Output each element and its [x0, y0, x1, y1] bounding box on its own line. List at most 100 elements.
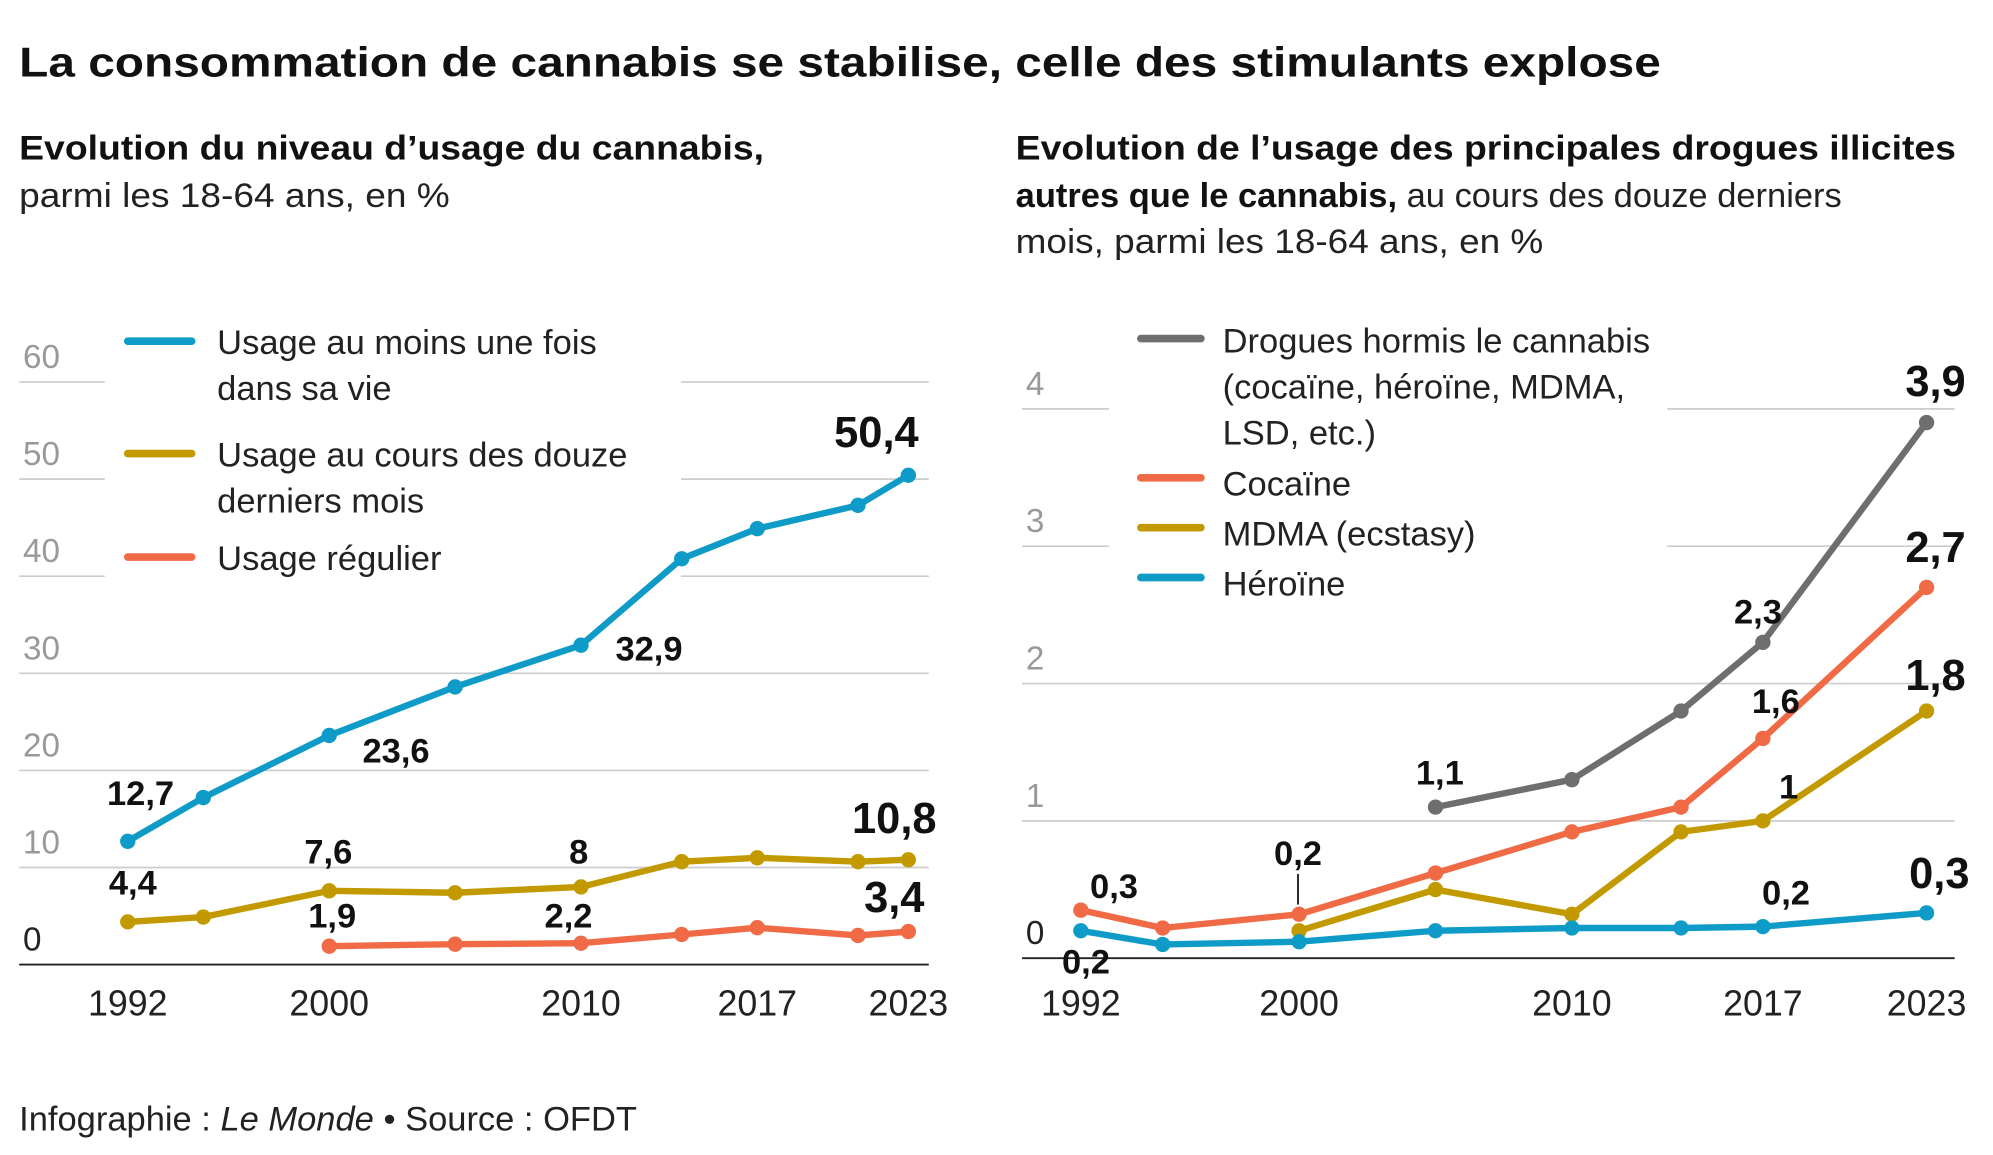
- data-point: [321, 938, 337, 954]
- data-point: [1291, 923, 1307, 939]
- y-tick-label: 30: [23, 630, 60, 667]
- data-point: [1564, 824, 1580, 840]
- data-label: 2,3: [1734, 593, 1782, 631]
- data-label: 2,7: [1905, 524, 1965, 572]
- data-point: [1073, 902, 1089, 918]
- series-line: [1077, 584, 1930, 932]
- data-label: 2,2: [545, 898, 593, 936]
- data-point: [573, 879, 589, 895]
- data-point: [1755, 918, 1771, 935]
- y-tick-label: 0: [23, 922, 41, 959]
- data-label: 12,7: [107, 775, 174, 813]
- data-label: 0,2: [1062, 944, 1110, 982]
- data-point: [674, 551, 690, 567]
- data-point: [1073, 923, 1089, 939]
- y-tick-label: 60: [23, 339, 60, 376]
- data-point: [1564, 906, 1580, 922]
- x-tick-label: 2017: [717, 984, 797, 1024]
- y-tick-label: 0: [1026, 915, 1044, 952]
- data-point: [749, 850, 765, 866]
- series-line: [326, 924, 912, 950]
- x-tick-label: 2000: [1259, 984, 1339, 1024]
- cannabis-chart: 0 10 20 30 40 50 60 1992 2000 2010 2017 2023 Usage a…: [19, 324, 948, 1024]
- data-label: 1: [1779, 769, 1798, 807]
- footer-prefix: Infographie :: [19, 1101, 220, 1139]
- data-point: [447, 885, 463, 901]
- data-point: [850, 854, 866, 870]
- data-point: [749, 920, 765, 936]
- footer-credit: Infographie : Le Monde • Source : OFDT: [19, 1101, 637, 1139]
- data-label: 0,3: [1909, 850, 1969, 898]
- series-line: [1077, 909, 1930, 948]
- data-point: [195, 909, 211, 925]
- data-label: 1,8: [1905, 652, 1965, 700]
- subtitle-bold-2: autres que le cannabis,: [1016, 177, 1397, 215]
- data-label: 23,6: [362, 733, 429, 771]
- data-point: [1755, 730, 1771, 747]
- series-2: [321, 920, 917, 954]
- data-point: [1291, 934, 1307, 950]
- data-point: [674, 854, 690, 870]
- data-point: [850, 927, 866, 944]
- y-tick-label: 1: [1026, 778, 1044, 815]
- legend-item: Drogues hormis le cannabis (cocaïne, héro…: [1137, 323, 1650, 453]
- data-label: 10,8: [852, 795, 937, 843]
- x-tick-label: 2010: [1532, 984, 1612, 1024]
- x-tick-label: 2023: [869, 984, 949, 1024]
- data-point: [850, 497, 866, 514]
- legend-label: (cocaïne, héroïne, MDMA,: [1223, 369, 1625, 407]
- data-label: 1,1: [1416, 754, 1464, 792]
- legend-label: derniers mois: [217, 482, 424, 520]
- x-tick-label: 2017: [1723, 984, 1803, 1024]
- footer-brand: Le Monde: [220, 1101, 373, 1139]
- data-point: [1564, 920, 1580, 936]
- data-label: 1,6: [1752, 683, 1800, 721]
- x-tick-label: 1992: [1041, 984, 1121, 1024]
- data-point: [447, 936, 463, 952]
- data-point: [900, 923, 917, 940]
- legend-label: MDMA (ecstasy): [1223, 516, 1476, 554]
- data-point: [1918, 579, 1935, 596]
- data-point: [573, 935, 589, 951]
- series-line: [124, 472, 912, 845]
- x-tick-label: 2010: [541, 984, 621, 1024]
- legend-item: Usage au moins une fois dans sa vie: [123, 324, 597, 408]
- y-tick-label: 50: [23, 436, 60, 473]
- data-point: [1918, 703, 1935, 719]
- legend-item: Héroïne: [1137, 565, 1346, 603]
- data-point: [447, 679, 463, 695]
- data-label: 0,2: [1274, 835, 1322, 873]
- data-point: [1673, 703, 1689, 719]
- data-label: 3,9: [1905, 358, 1965, 406]
- series-line: [1295, 707, 1930, 934]
- x-tick-label: 2000: [289, 984, 369, 1024]
- data-point: [1755, 813, 1771, 829]
- other-drugs-chart: 0 1 2 3 4 1992 2000 2010 2017 2023 Drogues hormis …: [1022, 323, 1970, 1024]
- legend-label: Cocaïne: [1223, 466, 1351, 504]
- data-point: [120, 833, 136, 849]
- data-label: 7,6: [304, 834, 352, 872]
- data-point: [195, 789, 211, 806]
- data-point: [573, 637, 589, 653]
- data-point: [1673, 799, 1689, 815]
- right-chart-subtitle: Evolution de l’usage des principales dro…: [1016, 130, 1956, 261]
- data-point: [900, 852, 917, 868]
- y-tick-label: 20: [23, 727, 60, 764]
- subtitle-regular: parmi les 18-64 ans, en %: [19, 177, 450, 215]
- data-point: [1427, 799, 1444, 815]
- data-point: [900, 467, 917, 483]
- y-tick-label: 40: [23, 533, 60, 570]
- left-chart-subtitle: Evolution du niveau d’usage du cannabis,…: [19, 130, 764, 215]
- data-point: [120, 914, 136, 930]
- data-point: [1673, 824, 1689, 840]
- legend-label: Usage régulier: [217, 540, 441, 578]
- data-label: 50,4: [834, 409, 919, 457]
- data-label: 0,3: [1090, 868, 1138, 906]
- legend-label: Héroïne: [1223, 565, 1346, 603]
- legend-label: dans sa vie: [217, 370, 391, 408]
- subtitle-regular-3: mois, parmi les 18-64 ans, en %: [1016, 223, 1544, 261]
- legend-label: Drogues hormis le cannabis: [1223, 323, 1650, 361]
- legend-label: Usage au cours des douze: [217, 436, 627, 474]
- y-tick-label: 4: [1026, 366, 1044, 403]
